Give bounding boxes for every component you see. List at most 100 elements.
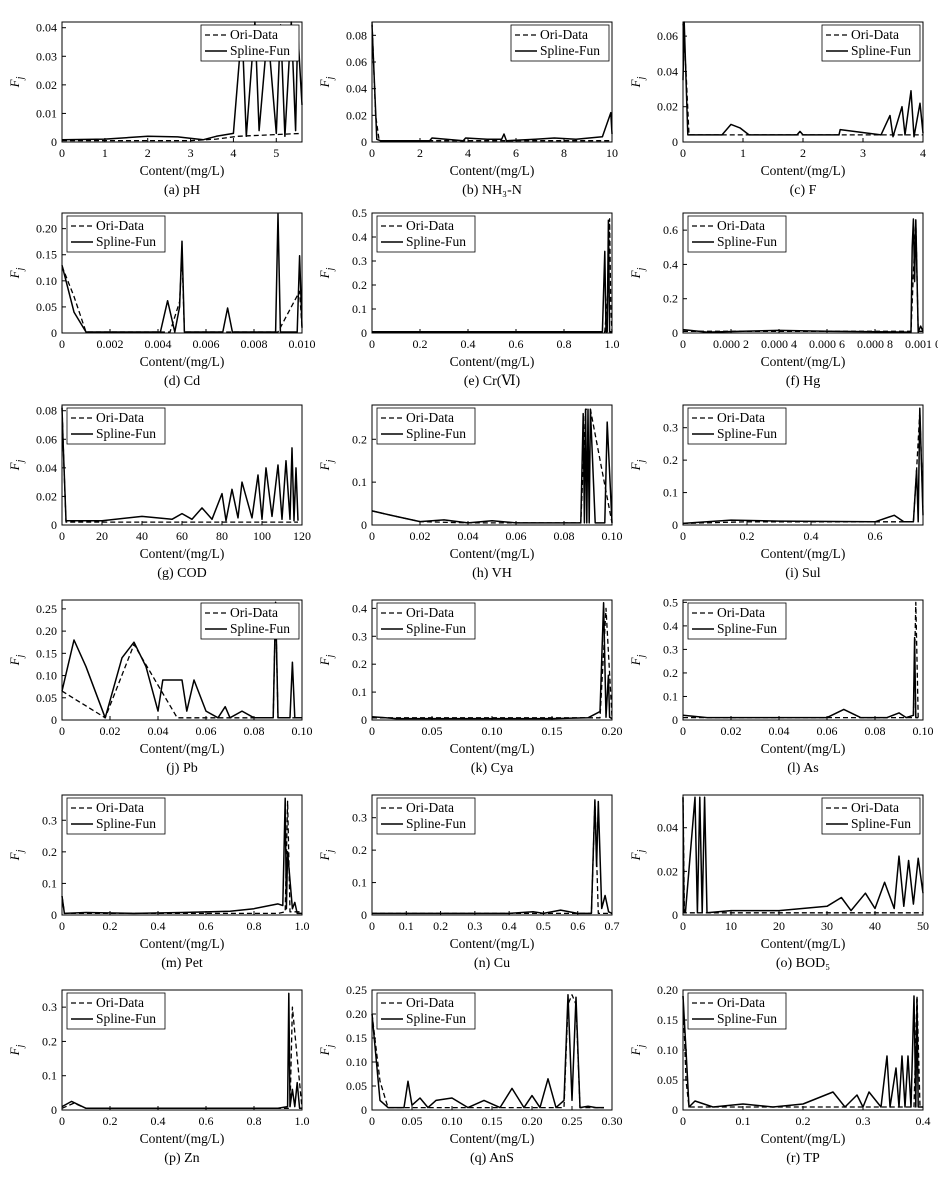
y-tick-label: 0.02 (36, 78, 57, 92)
y-tick-label: 0.1 (42, 876, 57, 890)
x-tick-label: 1.0 (295, 1114, 310, 1128)
y-tick-label: 0.3 (663, 642, 678, 656)
x-tick-label: 0.2 (740, 529, 755, 543)
x-tick-label: 40 (869, 919, 881, 933)
y-axis-label-main: F (628, 1046, 643, 1056)
y-tick-label: 0.10 (36, 274, 57, 288)
chart-panel-l: 0 0.02 0.04 0.06 0.08 0.10 0 0.1 0.2 0.3 0.4 0.5 Fj C… (628, 595, 934, 776)
panel-caption: (k) Cya (471, 761, 514, 776)
y-axis-label: Fj (317, 76, 336, 88)
legend-box (376, 215, 476, 253)
series-spline-fun (682, 407, 924, 525)
y-tick-label: 0 (51, 1103, 57, 1117)
y-tick-label: 0 (672, 326, 678, 340)
x-tick-label: 0.6 (199, 1114, 214, 1128)
legend-label-spline-fun: Spline-Fun (717, 621, 777, 636)
x-tick-label: 0.02 (410, 529, 431, 543)
x-tick-label: 4 (230, 146, 236, 160)
panel-caption: (j) Pb (166, 761, 198, 776)
x-tick-label: 0.010 (289, 337, 316, 351)
legend-label-ori-data: Ori-Data (230, 605, 278, 620)
panel-caption: (q) AnS (470, 1151, 514, 1166)
legend-label-ori-data: Ori-Data (406, 605, 454, 620)
x-tick-label: 0.06 (817, 724, 838, 738)
x-tick-label: 0 (680, 529, 686, 543)
legend-box (821, 797, 921, 835)
y-tick-label: 0 (51, 518, 57, 532)
x-tick-label: 0.008 (241, 337, 268, 351)
series-spline-fun (682, 796, 924, 914)
x-tick-label: 0.6 (868, 529, 883, 543)
y-tick-label: 0.5 (352, 206, 367, 220)
y-tick-label: 0.2 (352, 278, 367, 292)
y-axis-label-main: F (628, 78, 643, 88)
y-tick-label: 0.1 (352, 302, 367, 316)
legend-label-ori-data: Ori-Data (717, 605, 765, 620)
x-axis-label: Content/(mg/L) (761, 741, 846, 756)
y-tick-label: 0.02 (657, 864, 678, 878)
y-tick-label: 0.20 (346, 1007, 367, 1021)
legend-box (687, 992, 787, 1030)
series-ori-data (62, 132, 303, 142)
y-tick-label: 0 (51, 135, 57, 149)
y-tick-label: 0.05 (657, 1073, 678, 1087)
plot-frame (61, 21, 303, 143)
y-axis-label-sub: j (15, 76, 26, 81)
legend-label-spline-fun: Spline-Fun (96, 1011, 156, 1026)
y-tick-label: 0.25 (346, 983, 367, 997)
x-tick-label: 6 (513, 146, 519, 160)
y-axis-label-main: F (628, 851, 643, 861)
legend-label-ori-data: Ori-Data (717, 410, 765, 425)
y-tick-label: 0.4 (352, 601, 367, 615)
x-tick-label: 0.000 2 (713, 337, 749, 351)
series-spline-fun (372, 799, 613, 915)
x-tick-label: 0.2 (103, 1114, 118, 1128)
x-tick-label: 0.02 (721, 724, 742, 738)
legend-box (687, 215, 787, 253)
y-tick-label: 0.4 (663, 619, 678, 633)
panel-caption: (l) As (787, 761, 819, 776)
x-axis-label: Content/(mg/L) (450, 354, 535, 369)
y-tick-label: 0.15 (36, 248, 57, 262)
chart-panel-o: 0 10 20 30 40 50 0 0.02 0.04 Fj Content/(mg/L) (o) … (628, 794, 929, 971)
x-tick-label: 4 (465, 146, 471, 160)
legend-label-spline-fun: Spline-Fun (540, 43, 600, 58)
x-axis-label: Content/(mg/L) (140, 1131, 225, 1146)
legend-box (376, 797, 476, 835)
chart-panel-g: 0 20 40 60 80 100 120 0 0.02 0.04 0.06 0.08 Fj Conten… (7, 404, 311, 581)
x-tick-label: 20 (96, 529, 108, 543)
x-tick-label: 0.6 (199, 919, 214, 933)
y-axis-label: Fj (628, 1044, 647, 1056)
y-tick-label: 0.3 (352, 254, 367, 268)
legend-box (510, 24, 610, 62)
x-tick-label: 0.10 (602, 529, 623, 543)
panel-caption: (f) Hg (786, 374, 821, 389)
x-tick-label: 0 (680, 1114, 686, 1128)
x-tick-label: 3 (860, 146, 866, 160)
y-tick-label: 0.1 (352, 475, 367, 489)
y-tick-label: 0.5 (663, 595, 678, 609)
y-axis-label-sub: j (636, 1044, 647, 1049)
chart-panel-f: 0 0.000 2 0.000 4 0.000 6 0.000 8 0.001 0 0 0.2… (628, 212, 938, 389)
series-spline-fun (682, 218, 924, 333)
x-tick-label: 0.15 (542, 724, 563, 738)
x-tick-label: 0.001 0 (905, 337, 938, 351)
series-spline-fun (371, 994, 604, 1109)
legend-box (376, 992, 476, 1030)
x-axis-label: Content/(mg/L) (761, 163, 846, 178)
x-tick-label: 0.10 (482, 724, 503, 738)
y-tick-label: 0 (51, 713, 57, 727)
series-spline-fun (61, 601, 302, 719)
x-axis-label: Content/(mg/L) (140, 546, 225, 561)
y-axis-label-main: F (317, 78, 332, 88)
x-axis-label: Content/(mg/L) (140, 741, 225, 756)
y-axis-label: Fj (628, 459, 647, 471)
plot-frame (371, 404, 613, 526)
y-axis-label-main: F (7, 461, 22, 471)
